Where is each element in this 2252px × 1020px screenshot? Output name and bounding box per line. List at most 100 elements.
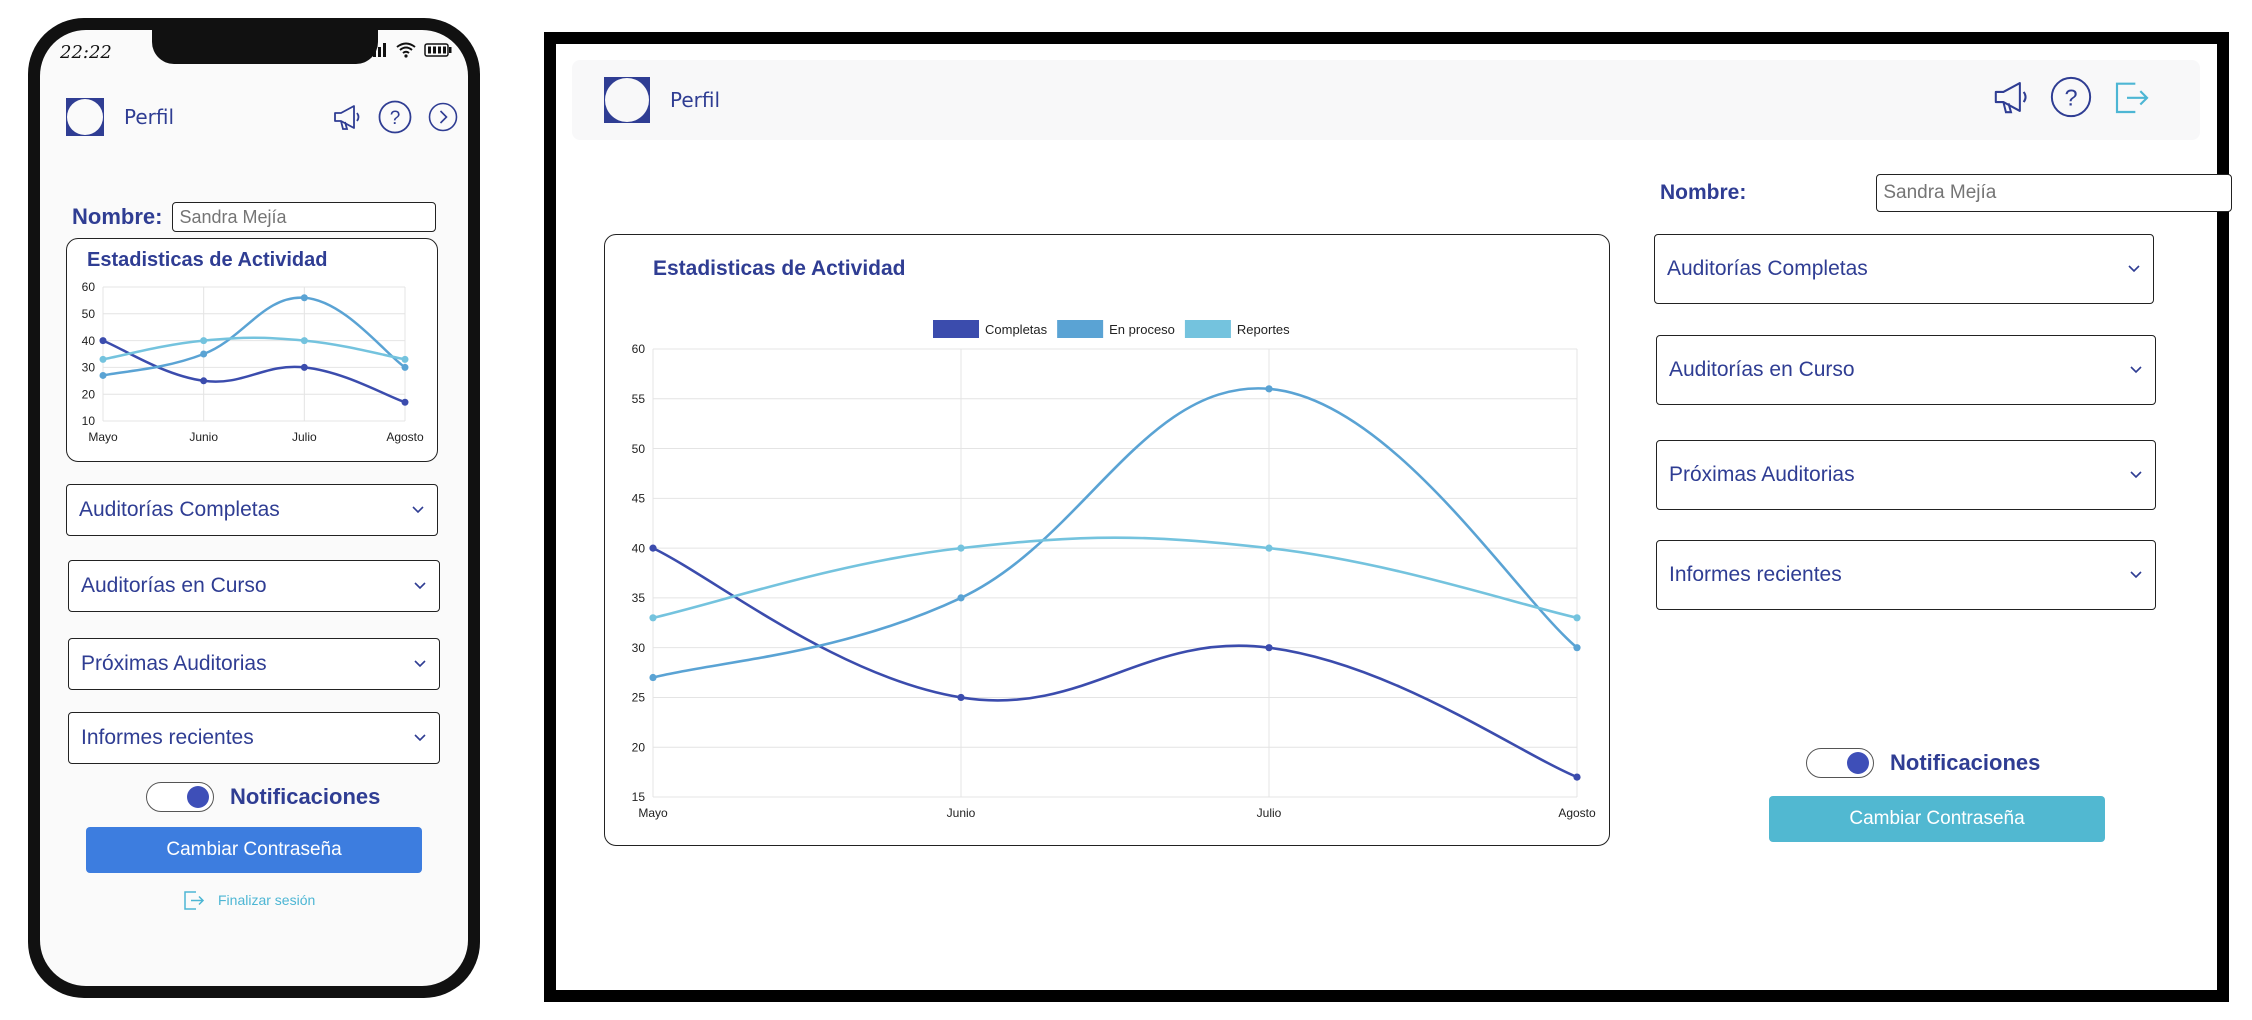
change-password-button[interactable]: Cambiar Contraseña (1769, 796, 2105, 842)
y-tick-label: 50 (632, 442, 646, 456)
series-line-reportes (652, 536, 1578, 620)
desktop-mockup: Perfil ? Nombre: Estadisticas de Activid… (544, 32, 2233, 1002)
legend-swatch (933, 320, 979, 338)
legend-label: Completas (985, 322, 1048, 337)
series-line-completas (652, 546, 1578, 779)
data-point (649, 614, 657, 622)
y-tick-label: 35 (632, 591, 646, 605)
data-point (300, 294, 308, 302)
legend-label: Reportes (1237, 322, 1290, 337)
svg-text:?: ? (390, 108, 401, 129)
data-point (1573, 773, 1581, 781)
logout-label: Finalizar sesión (218, 892, 316, 908)
data-point (300, 337, 308, 345)
dropdown-auditorias-completas[interactable]: Auditorías Completas (66, 484, 438, 536)
megaphone-icon[interactable] (1992, 79, 2030, 115)
name-row: Nombre: (1660, 174, 2233, 212)
data-point (300, 363, 308, 371)
name-label: Nombre: (1660, 181, 1747, 204)
data-point (957, 693, 965, 702)
name-input[interactable] (172, 202, 437, 232)
y-tick-label: 30 (82, 361, 96, 375)
dropdown-label: Auditorías en Curso (81, 574, 267, 597)
logo-icon (604, 77, 650, 123)
notifications-toggle[interactable] (146, 782, 214, 812)
wifi-icon (396, 42, 416, 58)
desktop-activity-chart: 15 20 25 30 35 40 45 50 55 60 Mayo Junio Julio Agosto… (632, 320, 1596, 820)
dropdown-label: Informes recientes (81, 726, 254, 749)
chart-title: Estadisticas de Actividad (653, 257, 906, 280)
change-password-button[interactable]: Cambiar Contraseña (86, 827, 422, 873)
y-tick-label: 55 (632, 392, 646, 406)
chevron-right-icon[interactable] (428, 102, 458, 132)
data-point (99, 371, 107, 379)
desktop-header-actions: ? (1992, 76, 2152, 118)
status-icons (368, 42, 452, 58)
data-point (401, 363, 409, 371)
y-tick-label: 60 (82, 280, 96, 294)
svg-text:?: ? (2064, 85, 2077, 111)
data-point (200, 350, 208, 358)
phone-header: Perfil ? (66, 92, 458, 142)
toggle-knob (1847, 752, 1869, 774)
desktop-header: Perfil ? (572, 60, 2200, 140)
dropdown-label: Próximas Auditorias (1669, 463, 1855, 486)
series-line-completas (102, 339, 406, 404)
y-tick-label: 10 (82, 414, 96, 428)
notifications-label: Notificaciones (230, 784, 381, 809)
data-point (200, 377, 208, 385)
status-time: 22:22 (60, 42, 112, 63)
x-tick-label: Agosto (1558, 806, 1596, 820)
dropdown-informes-recientes[interactable]: Informes recientes (1656, 540, 2156, 610)
logout-link[interactable]: Finalizar sesión (182, 888, 315, 912)
name-row: Nombre: (72, 202, 437, 232)
phone-activity-chart: 10 20 30 40 50 60 Mayo Junio Julio Agosto (82, 280, 424, 444)
data-point (200, 337, 208, 345)
dropdown-informes-recientes[interactable]: Informes recientes (68, 712, 440, 764)
chevron-down-icon (414, 660, 426, 668)
x-tick-label: Junio (189, 430, 218, 444)
chevron-down-icon (2130, 471, 2142, 479)
data-point (99, 355, 107, 363)
chevron-down-icon (412, 506, 424, 514)
notifications-toggle[interactable] (1806, 748, 1874, 778)
dropdown-label: Informes recientes (1669, 563, 1842, 586)
dropdown-auditorias-completas[interactable]: Auditorías Completas (1654, 234, 2154, 304)
x-tick-label: Agosto (386, 430, 424, 444)
notifications-label: Notificaciones (1890, 750, 2041, 775)
series-line-en-proceso (102, 296, 406, 377)
dropdown-auditorias-en-curso[interactable]: Auditorías en Curso (68, 560, 440, 612)
y-tick-label: 60 (632, 342, 646, 356)
legend-swatch (1184, 320, 1231, 338)
chevron-down-icon (414, 734, 426, 742)
dropdown-label: Auditorías Completas (1667, 257, 1868, 280)
megaphone-icon[interactable] (332, 103, 362, 131)
help-icon[interactable]: ? (2050, 76, 2092, 118)
dropdown-label: Auditorías en Curso (1669, 358, 1855, 381)
notifications-row: Notificaciones (1806, 748, 2040, 778)
chevron-down-icon (2128, 265, 2140, 273)
battery-icon (424, 43, 452, 57)
phone-mockup: 22:22 (28, 18, 480, 998)
dropdown-proximas-auditorias[interactable]: Próximas Auditorias (68, 638, 440, 690)
x-tick-label: Mayo (88, 430, 118, 444)
series-line-reportes (102, 336, 406, 361)
dropdown-label: Auditorías Completas (79, 498, 280, 521)
name-input[interactable] (1876, 174, 2233, 212)
legend-label: En proceso (1109, 322, 1175, 337)
dropdown-proximas-auditorias[interactable]: Próximas Auditorias (1656, 440, 2156, 510)
y-tick-label: 40 (82, 334, 96, 348)
chart-title: Estadisticas de Actividad (87, 249, 328, 271)
help-icon[interactable]: ? (378, 100, 412, 134)
data-point (1265, 644, 1273, 652)
chevron-down-icon (2130, 366, 2142, 374)
logout-icon[interactable] (2112, 77, 2152, 117)
y-tick-label: 25 (632, 691, 646, 705)
chevron-down-icon (2130, 571, 2142, 579)
data-point (401, 355, 409, 363)
x-tick-label: Julio (292, 430, 317, 444)
legend-swatch (1057, 320, 1104, 338)
desktop-activity-chart-card: Estadisticas de Actividad 15 20 25 30 35 40 45… (604, 234, 1610, 846)
dropdown-auditorias-en-curso[interactable]: Auditorías en Curso (1656, 335, 2156, 405)
page-title: Perfil (670, 88, 721, 112)
